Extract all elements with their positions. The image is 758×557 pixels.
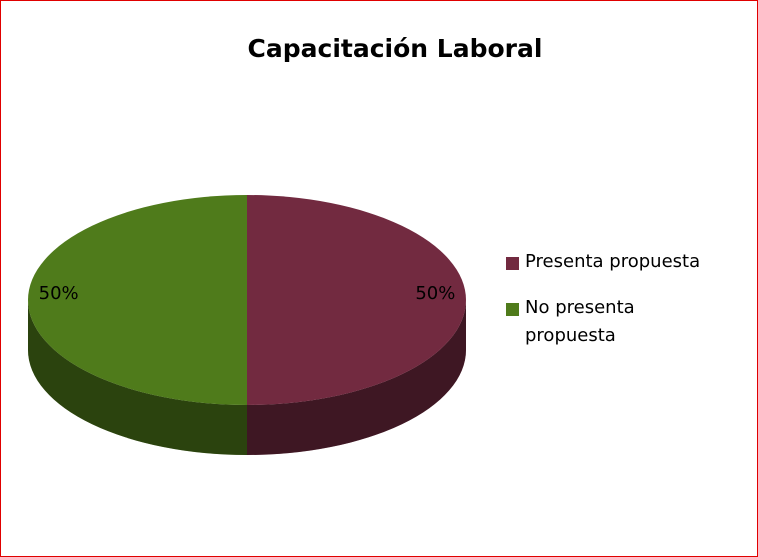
legend-swatch [506,303,519,316]
pie-slice [247,195,466,405]
pie-side [247,300,466,455]
pie-side-shade [28,300,247,455]
legend-item: No presenta propuesta [506,297,700,350]
legend-item: Presenta propuesta [506,251,700,276]
chart-title: Capacitación Laboral [248,34,543,63]
legend-label: No presenta propuesta [525,297,635,346]
legend-label: Presenta propuesta [525,251,701,272]
pie-slice [28,195,247,405]
data-label: 50% [415,283,455,304]
pie-side-shade [247,300,466,455]
data-label: 50% [39,283,79,304]
legend-swatch [506,257,519,270]
pie-side [28,300,247,455]
legend: Presenta propuesta No presenta propuesta [506,251,700,372]
